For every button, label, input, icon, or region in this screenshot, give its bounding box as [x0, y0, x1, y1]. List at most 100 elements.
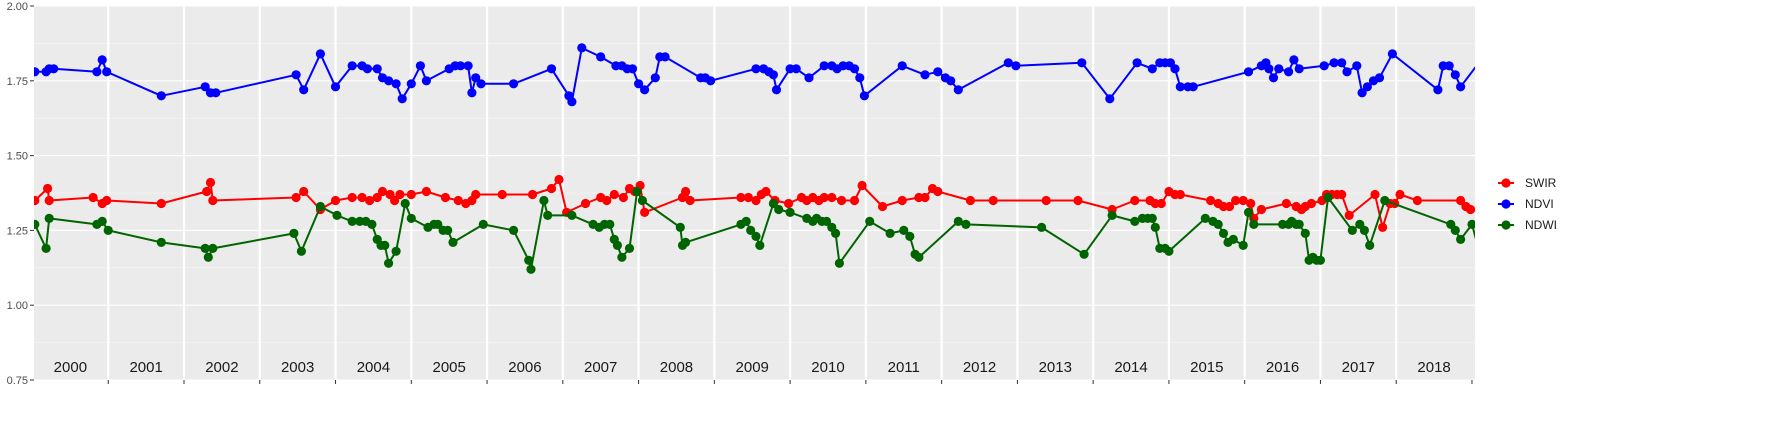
data-point-ndwi — [380, 240, 390, 250]
year-label: 2013 — [1039, 359, 1072, 376]
data-point-ndwi — [156, 237, 166, 247]
data-point-swir — [202, 186, 212, 197]
data-point-ndvi — [859, 91, 870, 101]
data-point-ndwi — [905, 231, 915, 241]
data-point-swir — [920, 192, 930, 203]
data-point-ndvi — [1543, 58, 1552, 67]
data-point-ndvi — [508, 79, 519, 89]
data-point-swir — [1456, 195, 1466, 206]
data-point-ndvi — [1342, 67, 1352, 77]
data-point-swir — [440, 192, 450, 203]
data-point-ndwi — [632, 186, 642, 197]
data-point-swir — [1513, 175, 1522, 184]
data-point-ndvi — [476, 79, 486, 89]
data-point-ndwi — [774, 204, 784, 215]
data-point-ndwi — [1450, 225, 1460, 235]
data-point-ndvi — [421, 76, 431, 86]
data-point-swir — [1370, 189, 1380, 200]
data-point-swir — [34, 195, 40, 206]
data-point-swir — [1306, 198, 1316, 209]
data-point-ndwi — [1249, 219, 1259, 229]
data-point-ndvi — [953, 85, 963, 95]
year-label: 2014 — [1114, 359, 1147, 376]
y-tick-label: 2.00 — [7, 1, 28, 13]
data-point-swir — [1344, 210, 1354, 220]
data-point-ndwi — [885, 228, 895, 238]
year-label: 2008 — [660, 359, 693, 376]
data-point-swir — [497, 189, 507, 200]
data-point-ndvi — [640, 85, 650, 95]
data-point-ndvi — [771, 85, 782, 95]
year-label: 2002 — [205, 359, 238, 376]
data-point-ndvi — [1337, 58, 1347, 68]
data-point-ndwi — [675, 222, 685, 232]
data-point-ndwi — [526, 264, 536, 274]
data-point-ndvi — [1147, 64, 1157, 74]
data-point-swir — [751, 195, 761, 206]
data-point-ndwi — [1479, 262, 1488, 271]
data-point-ndvi — [1555, 73, 1564, 82]
data-point-ndvi — [463, 61, 473, 71]
data-point-ndwi — [203, 252, 213, 262]
data-point-ndwi — [768, 198, 779, 209]
data-point-ndwi — [899, 225, 909, 235]
data-point-swir — [1073, 195, 1083, 206]
data-point-ndvi — [347, 61, 357, 71]
legend-item-ndwi: NDWI — [1498, 218, 1557, 232]
data-point-ndvi — [299, 85, 309, 95]
data-point-ndvi — [819, 61, 829, 71]
data-point-ndwi — [34, 219, 40, 229]
data-point-swir — [395, 189, 405, 200]
data-point-ndvi — [706, 76, 716, 86]
data-point-ndvi — [92, 67, 102, 77]
data-point-ndwi — [953, 216, 963, 226]
year-label: 2005 — [432, 359, 465, 376]
data-point-swir — [372, 192, 382, 203]
data-point-ndvi — [1289, 55, 1299, 65]
data-point-swir — [299, 186, 309, 197]
legend-key-point-ndwi — [1501, 220, 1511, 230]
data-point-ndwi — [1365, 240, 1375, 250]
legend-label-ndvi: NDVI — [1525, 197, 1554, 211]
data-point-swir — [877, 201, 888, 212]
data-point-swir — [377, 186, 388, 197]
data-point-ndwi — [605, 219, 615, 229]
data-point-ndvi — [471, 73, 481, 83]
data-point-swir — [819, 192, 829, 203]
data-point-ndvi — [372, 64, 382, 74]
data-point-ndwi — [1456, 234, 1466, 244]
data-point-ndvi — [920, 70, 930, 80]
year-label: 2006 — [508, 359, 541, 376]
data-point-ndwi — [1218, 228, 1229, 238]
data-point-ndvi — [596, 52, 606, 62]
data-point-ndvi — [1456, 82, 1466, 92]
data-point-ndwi — [508, 225, 519, 235]
data-point-swir — [546, 183, 557, 194]
data-point-swir — [1477, 208, 1486, 217]
data-point-ndwi — [612, 240, 623, 250]
data-point-ndvi — [391, 79, 401, 89]
data-point-ndwi — [524, 255, 534, 265]
x-axis — [107, 380, 1473, 384]
data-point-swir — [736, 192, 746, 203]
data-point-ndwi — [543, 210, 553, 220]
data-point-swir — [43, 183, 53, 194]
data-point-ndwi — [289, 228, 299, 238]
data-point-ndwi — [1528, 247, 1537, 256]
data-point-swir — [421, 186, 431, 197]
data-point-ndvi — [1175, 82, 1185, 92]
data-point-swir — [88, 192, 98, 203]
year-label: 2018 — [1417, 359, 1450, 376]
data-point-swir — [1224, 201, 1235, 212]
data-point-ndwi — [443, 225, 453, 235]
data-point-swir — [1206, 195, 1216, 206]
data-point-swir — [1395, 189, 1405, 200]
grid-lines — [34, 5, 1475, 381]
data-point-ndwi — [41, 243, 51, 253]
data-point-ndvi — [1620, 91, 1629, 100]
data-point-ndwi — [1315, 255, 1325, 265]
data-point-ndvi — [455, 61, 466, 71]
data-point-ndvi — [102, 67, 112, 77]
data-point-swir — [102, 195, 112, 206]
data-point-swir — [527, 189, 538, 200]
